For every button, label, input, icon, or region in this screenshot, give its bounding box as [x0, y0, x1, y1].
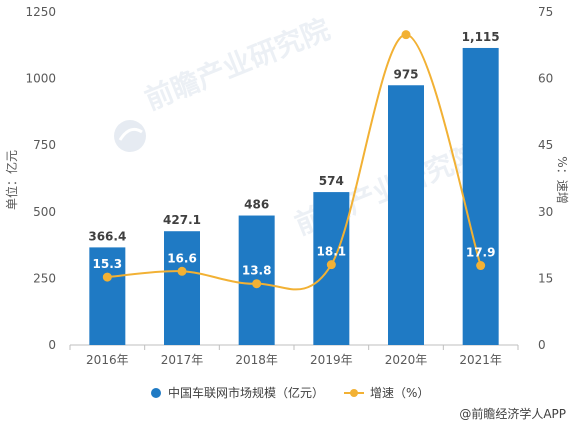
bar-value-label: 975 — [393, 67, 418, 81]
y2-tick-label: 30 — [538, 205, 553, 219]
growth-point-0 — [102, 272, 112, 282]
bar-0 — [89, 247, 126, 345]
x-tick-label: 2016年 — [86, 353, 129, 367]
plot-area: 0 250 500 750 1000 1250 0 15 30 45 60 75 366.4 2016年 4… — [25, 5, 553, 367]
y-tick-label: 1000 — [25, 72, 56, 86]
x-tick-label: 2021年 — [459, 353, 502, 367]
y2-tick-label: 0 — [538, 338, 546, 352]
watermark-layer: 前瞻产业研究院 前瞻产业研究院 — [114, 12, 484, 241]
x-tick-label: 2018年 — [235, 353, 278, 367]
growth-point-1 — [177, 266, 187, 276]
watermark-text: 前瞻产业研究院 — [140, 12, 334, 116]
bar-1 — [164, 231, 200, 345]
bar-value-label: 366.4 — [88, 229, 126, 243]
legend-item-bar[interactable]: 中国车联网市场规模（亿元） — [151, 385, 324, 400]
legend-marker-bar — [151, 388, 161, 398]
growth-value-label: 15.3 — [93, 257, 123, 271]
y-axis-title: 单位：亿元 — [4, 150, 19, 210]
growth-value-label: 13.8 — [242, 264, 272, 278]
bar-value-label: 1,115 — [462, 30, 500, 44]
bar-value-label: 427.1 — [163, 213, 201, 227]
legend: 中国车联网市场规模（亿元） 增速（%） — [151, 385, 429, 400]
growth-point-4 — [401, 30, 411, 40]
legend-label-bar: 中国车联网市场规模（亿元） — [168, 385, 324, 400]
growth-value-label: 69.9 — [391, 15, 421, 29]
legend-label-line: 增速（%） — [370, 386, 429, 400]
growth-value-label: 17.9 — [466, 246, 496, 260]
growth-value-label: 16.6 — [167, 251, 197, 265]
bar-4 — [388, 85, 424, 345]
legend-item-line[interactable]: 增速（%） — [344, 386, 429, 400]
growth-point-5 — [476, 261, 486, 271]
y2-tick-label: 45 — [538, 138, 553, 152]
growth-value-label: 18.1 — [317, 245, 347, 259]
y-tick-label: 750 — [33, 138, 56, 152]
y-tick-label: 250 — [33, 271, 56, 285]
y2-tick-label: 75 — [538, 5, 553, 19]
source-credit: @前瞻经济学人APP — [459, 406, 566, 421]
y2-tick-label: 15 — [538, 271, 553, 285]
bar-5 — [462, 47, 499, 346]
watermark-logo — [114, 120, 146, 152]
x-tick-label: 2017年 — [161, 353, 204, 367]
y2-axis-title: %：速增 — [555, 156, 569, 203]
growth-point-3 — [326, 260, 336, 270]
x-tick-label: 2020年 — [385, 353, 428, 367]
bar-value-label: 574 — [319, 174, 344, 188]
y-tick-label: 500 — [33, 205, 56, 219]
bar-value-label: 486 — [244, 198, 269, 212]
growth-point-2 — [252, 279, 262, 289]
legend-marker-dot — [350, 389, 358, 397]
y-tick-label: 0 — [48, 338, 56, 352]
x-tick-label: 2019年 — [310, 353, 353, 367]
y2-tick-label: 60 — [538, 72, 553, 86]
y-tick-label: 1250 — [25, 5, 56, 19]
